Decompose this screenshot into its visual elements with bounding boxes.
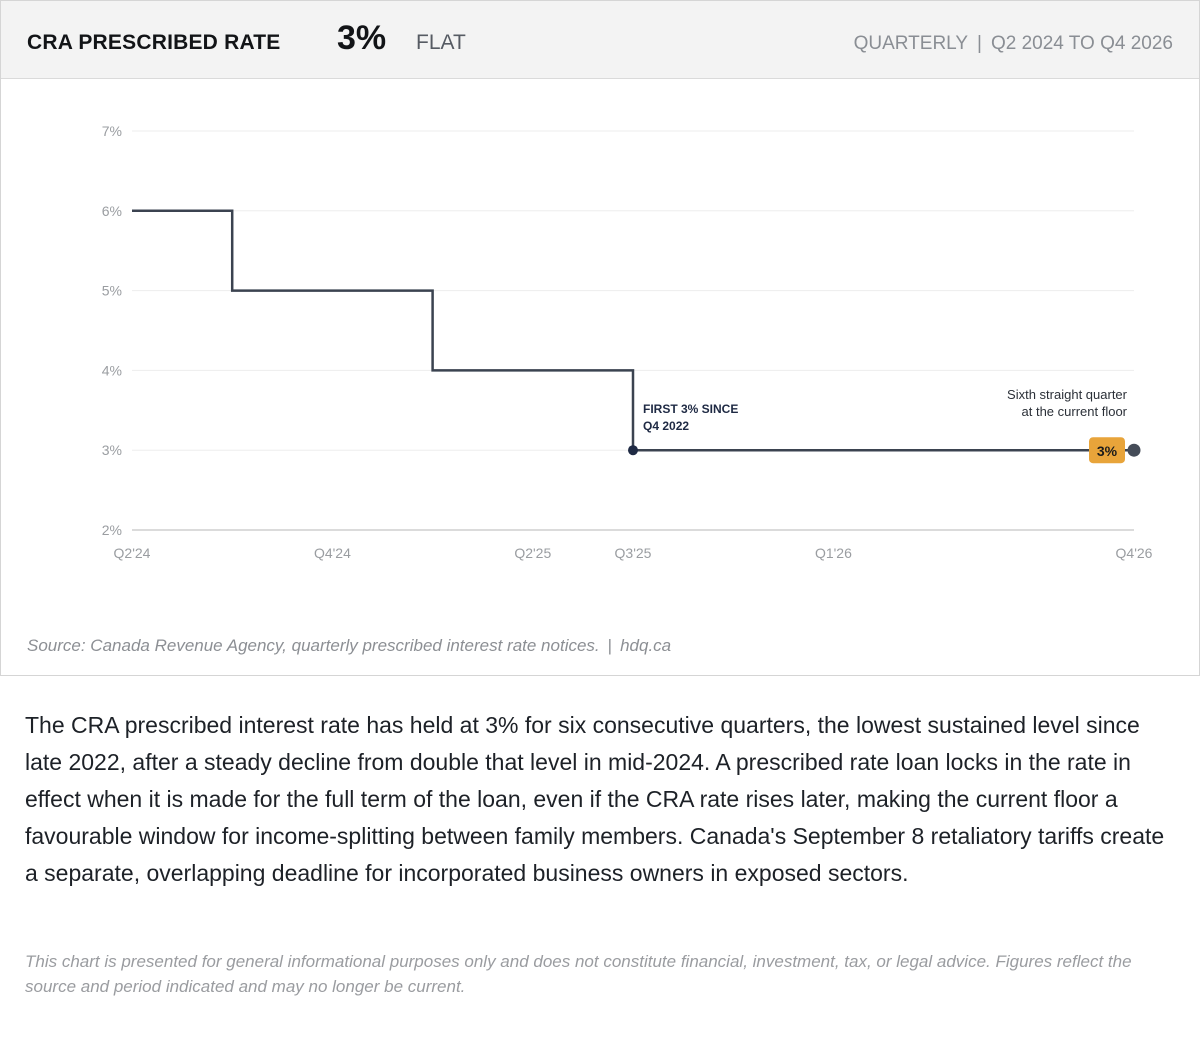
disclaimer-text: This chart is presented for general info… [25,952,1132,996]
y-tick-label: 5% [102,283,122,299]
current-value-badge-label: 3% [1097,443,1118,459]
floor-annotation: Sixth straight quarter [1007,387,1128,402]
period-range: Q2 2024 TO Q4 2026 [990,33,1173,54]
body-paragraph: The CRA prescribed interest rate has hel… [25,712,1165,886]
current-rate-value: 3% [337,19,387,57]
period-separator: | [977,33,982,54]
trend-label: FLAT [416,31,466,54]
chart-title: CRA PRESCRIBED RATE [27,31,281,54]
frequency-label: QUARTERLY [853,33,969,54]
floor-annotation: at the current floor [1022,404,1128,419]
source-separator: | [607,636,613,655]
first-3pct-annotation: FIRST 3% SINCE [643,402,738,416]
chart-source: Source: Canada Revenue Agency, quarterly… [27,636,671,656]
y-tick-label: 3% [102,442,122,458]
source-site: hdq.ca [620,636,672,655]
rate-step-line [132,209,1134,452]
x-tick-label: Q2'24 [114,545,151,561]
first-3pct-marker [628,445,638,456]
x-tick-label: Q4'26 [1116,545,1153,561]
x-tick-label: Q4'24 [314,545,351,561]
y-tick-label: 2% [102,522,122,538]
current-value-badge [1089,437,1125,464]
y-tick-label: 7% [102,123,122,139]
y-tick-label: 6% [102,203,122,219]
chart-header: CRA PRESCRIBED RATE 3% FLAT QUARTERLY | Q2… [1,1,1199,79]
first-3pct-annotation: Q4 2022 [643,419,689,433]
x-tick-label: Q1'26 [815,545,852,561]
x-tick-label: Q3'25 [615,545,652,561]
chart-card: CRA PRESCRIBED RATE 3% FLAT QUARTERLY | Q2… [0,0,1200,676]
period-label: QUARTERLY | Q2 2024 TO Q4 2026 [854,33,1173,55]
end-point-marker [1127,443,1141,457]
step-line-chart: 2% 3% 4% 5% 6% 7% Q2'24 Q4'24 Q2'25 Q3'25 Q1'26 Q4'… [102,123,1153,561]
y-tick-label: 4% [102,362,122,378]
x-tick-label: Q2'25 [514,545,551,561]
source-text: Source: Canada Revenue Agency, quarterly… [27,636,600,655]
